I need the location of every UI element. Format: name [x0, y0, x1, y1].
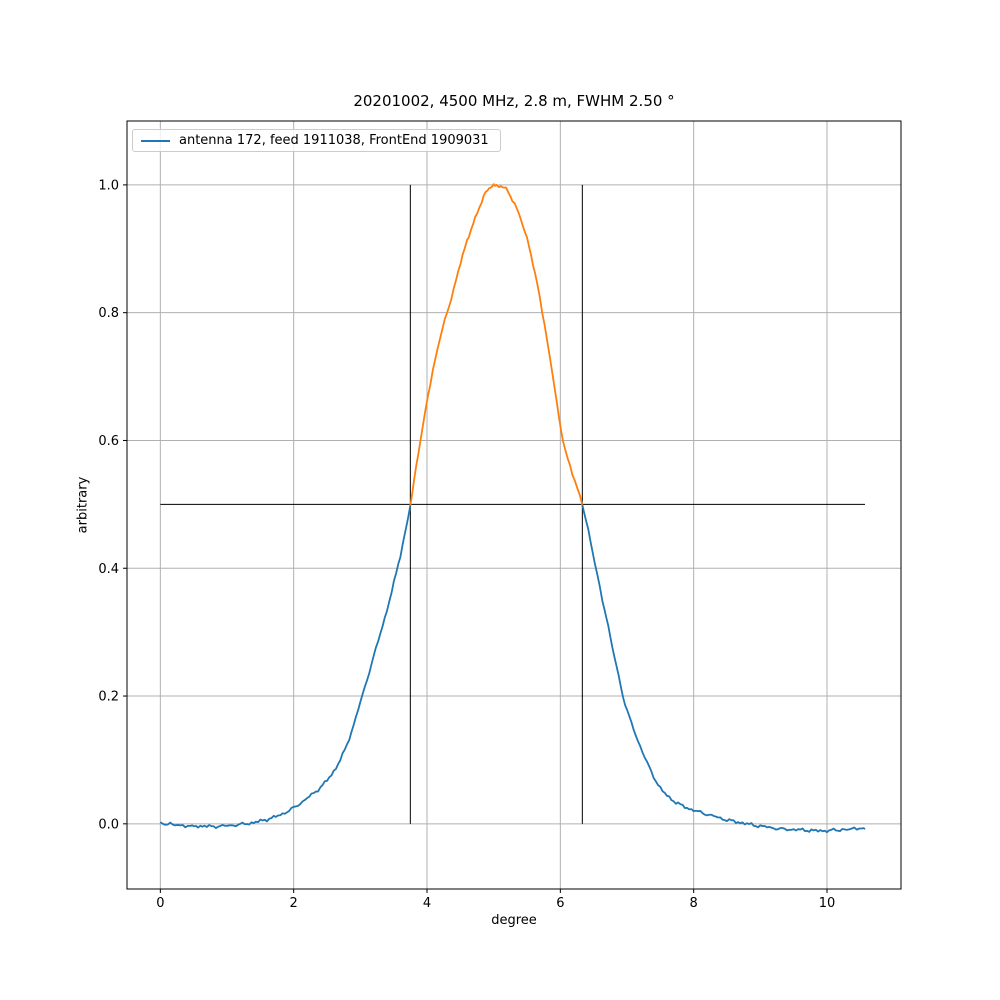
curve-right-wing [581, 504, 866, 834]
x-tick-label: 8 [690, 896, 698, 911]
y-tick-label: 1.0 [98, 178, 119, 193]
tick-marks [123, 184, 828, 893]
y-tick-label: 0.6 [98, 434, 119, 449]
curve-main-lobe [409, 183, 584, 506]
grid-lines [127, 121, 901, 889]
y-tick-label: 0.0 [98, 817, 119, 832]
x-tick-label: 0 [156, 896, 164, 911]
curve-left-wing [159, 505, 412, 829]
y-tick-label: 0.8 [98, 306, 119, 321]
y-tick-label: 0.4 [98, 562, 119, 577]
chart-title: 20201002, 4500 MHz, 2.8 m, FWHM 2.50 ° [353, 92, 675, 110]
legend: antenna 172, feed 1911038, FrontEnd 1909… [132, 129, 501, 152]
y-tick-label: 0.2 [98, 690, 119, 705]
x-tick-label: 6 [556, 896, 564, 911]
x-axis-label: degree [491, 913, 537, 928]
legend-line-sample [141, 139, 170, 142]
x-tick-label: 2 [290, 896, 298, 911]
axes-frame [126, 120, 902, 890]
x-tick-label: 10 [819, 896, 836, 911]
legend-label: antenna 172, feed 1911038, FrontEnd 1909… [179, 133, 489, 148]
x-tick-label: 4 [423, 896, 431, 911]
